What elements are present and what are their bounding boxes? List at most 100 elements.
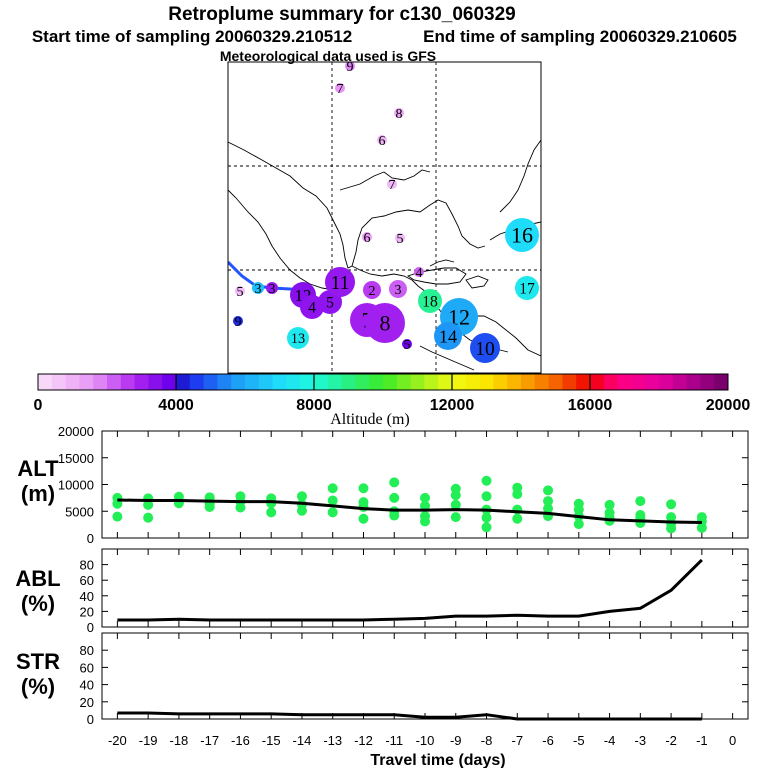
alt-scatter-point [666, 499, 677, 510]
map-marker: 14 [434, 322, 462, 350]
map-marker-label: 6 [379, 134, 386, 149]
colorbar-swatch [38, 374, 53, 390]
map-marker: 8 [394, 107, 404, 122]
map-marker-label: 4 [308, 299, 316, 316]
x-tick-label: -15 [262, 733, 281, 748]
colorbar-swatch [341, 374, 356, 390]
abl-series-line [117, 558, 703, 622]
map-marker: 11 [325, 267, 355, 297]
colorbar-swatch [245, 374, 260, 390]
map-marker-label: 14 [439, 326, 457, 346]
alt-scatter-point [266, 507, 277, 518]
colorbar-swatch [231, 374, 246, 390]
colorbar-swatch [120, 374, 135, 390]
alt-scatter-point [666, 523, 677, 534]
map-marker-dot [325, 267, 355, 297]
map-panel: 9786765453312451123789135181214101617 [227, 61, 542, 374]
map-marker-dot [402, 339, 412, 349]
alt-ytick-label: 20000 [58, 424, 94, 439]
map-marker-label: 9 [235, 315, 242, 330]
abl-ytick-label: 20 [80, 604, 94, 619]
alt-scatter-point [420, 500, 430, 511]
colorbar-swatch [576, 374, 591, 390]
colorbar-swatch [465, 374, 480, 390]
alt-scatter-point [512, 513, 523, 524]
str-panel: 0 20 40 60 80 [80, 632, 749, 727]
colorbar-swatch [314, 374, 329, 390]
alt-scatter-point [389, 492, 400, 503]
map-marker-dot [394, 108, 404, 118]
alt-scatter-point [635, 496, 646, 507]
map-marker: 9 [345, 62, 355, 75]
colorbar-swatch [51, 374, 66, 390]
map-marker-dot [395, 233, 405, 243]
map-marker-dot [387, 179, 397, 189]
alt-scatter-point [420, 492, 430, 503]
map-marker: 13 [287, 327, 309, 349]
colorbar-swatch [300, 374, 315, 390]
x-tick-label: -1 [696, 733, 708, 748]
abl-panel-frame [101, 548, 749, 628]
str-ytick-label: 80 [80, 643, 94, 658]
colorbar-swatch [176, 374, 191, 390]
map-marker: 3 [389, 280, 407, 298]
str-ytick-label: 0 [87, 712, 94, 727]
colorbar-swatch [65, 374, 80, 390]
map-marker-label: 10 [475, 339, 495, 360]
abl-ytick-label: 0 [87, 620, 94, 635]
figure-title: Retroplume summary for c130_060329 [168, 4, 515, 25]
alt-scatter-point [327, 483, 338, 494]
map-marker: 6 [377, 134, 387, 149]
colorbar-swatch [410, 374, 425, 390]
colorbar-swatch [148, 374, 163, 390]
colorbar-swatch [79, 374, 94, 390]
colorbar-frame [37, 373, 729, 391]
alt-scatter-point [450, 499, 461, 510]
alt-ylabel: ALT [17, 456, 59, 481]
map-marker: 5 [235, 285, 245, 300]
colorbar-swatch [383, 374, 398, 390]
colorbar-swatch [452, 374, 467, 390]
alt-scatter-point [358, 513, 369, 524]
map-marker-dot [363, 281, 381, 299]
x-tick-label: -6 [542, 733, 554, 748]
alt-scatter-point [327, 495, 338, 506]
map-marker-label: 8 [380, 311, 391, 336]
alt-scatter-point [481, 491, 492, 502]
map-marker-dot [300, 295, 324, 319]
alt-scatter-point [543, 485, 554, 496]
map-marker-label: 13 [291, 331, 305, 347]
alt-scatter-point [296, 491, 307, 502]
map-marker: 17 [515, 276, 539, 300]
x-tick-label: 0 [729, 733, 736, 748]
colorbar-ticks: 0 4000 8000 12000 16000 20000 [34, 374, 750, 414]
map-markers: 9786765453312451123789135181214101617 [233, 62, 539, 363]
colorbar-swatch [272, 374, 287, 390]
map-marker-label: 3 [395, 283, 402, 298]
map-marker: 6 [362, 231, 372, 246]
map-marker-dot [418, 289, 442, 313]
x-tick-label: -5 [573, 733, 585, 748]
colorbar-swatch [424, 374, 439, 390]
map-marker: 4 [300, 295, 324, 319]
alt-scatter-point [389, 477, 400, 488]
colorbar-swatch [369, 374, 384, 390]
map-marker-dot [252, 282, 264, 294]
map-marker-label: 3 [269, 282, 276, 297]
map-marker: 5 [402, 338, 412, 353]
alt-scatter-point [696, 522, 707, 533]
colorbar-swatch [562, 374, 577, 390]
str-series-line [117, 711, 702, 721]
map-marker-dot [389, 280, 407, 298]
start-time-label: Start time of sampling 20060329.210512 [32, 27, 352, 46]
x-tick-label: -7 [512, 733, 524, 748]
map-marker-label: 8 [396, 107, 403, 122]
str-ylabel: STR [16, 649, 60, 674]
x-tick-label: -8 [481, 733, 493, 748]
x-axis-ticks: -20 -19 -18 -17 -16 -15 -14 -13 -12 -11 -10 -9 -8 -7-… [108, 733, 736, 748]
colorbar-swatch [659, 374, 674, 390]
x-tick-label: -20 [108, 733, 127, 748]
map-marker-label: 16 [511, 223, 533, 248]
